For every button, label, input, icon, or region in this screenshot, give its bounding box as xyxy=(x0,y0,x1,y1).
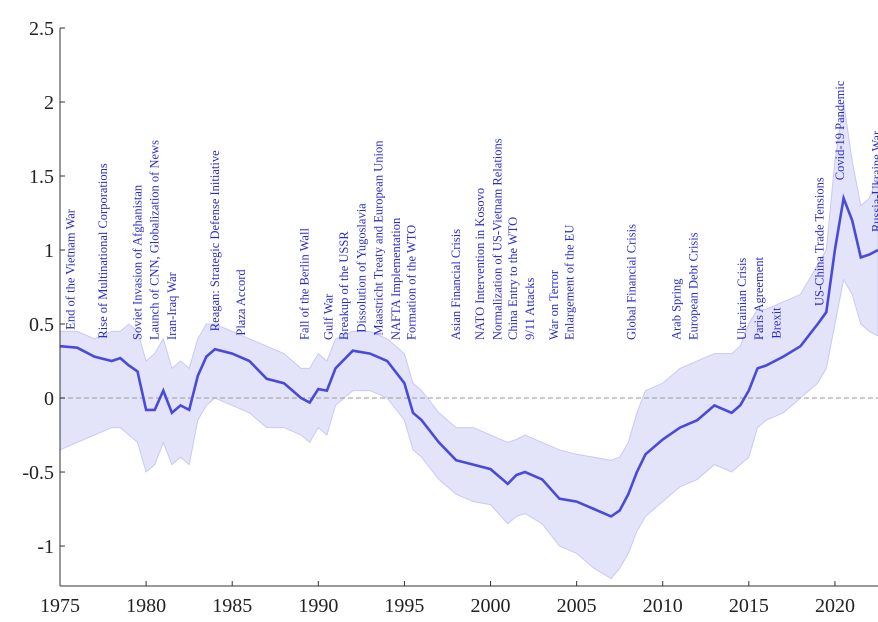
annotation: Maastricht Treaty and European Union xyxy=(372,140,386,336)
annotation: Iran-Iraq War xyxy=(165,271,179,340)
annotation: Gulf War xyxy=(322,293,336,340)
y-tick-label: 2.5 xyxy=(29,18,54,40)
annotation: Plaza Accord xyxy=(234,269,248,336)
annotation: NATO Intervention in Kosovo xyxy=(473,188,487,340)
annotation: China Entry to the WTO xyxy=(506,217,520,340)
x-tick-label: 1995 xyxy=(384,595,424,617)
annotation: NAFTA Implementation xyxy=(389,217,403,340)
series-line xyxy=(60,193,878,518)
x-tick-label: 2005 xyxy=(557,595,597,617)
annotation: Dissolution of Yugoslavia xyxy=(354,203,368,333)
annotation: End of the Vietnam War xyxy=(63,208,77,330)
annotation: Launch of CNN, Globalization of News xyxy=(148,140,162,340)
annotation: European Debt Crisis xyxy=(687,232,701,340)
x-tick-label: 1985 xyxy=(212,595,252,617)
x-tick-label: 2010 xyxy=(643,595,683,617)
annotation: Ukrainian Crisis xyxy=(735,258,749,340)
annotation: Arab Spring xyxy=(670,278,684,340)
annotation: Normalization of US-Vietnam Relations xyxy=(490,138,504,340)
annotation: Enlargement of the EU xyxy=(563,225,577,340)
y-tick-label: 0.5 xyxy=(29,314,54,336)
x-tick-label: 1990 xyxy=(298,595,338,617)
x-tick-label: 1975 xyxy=(40,595,80,617)
annotation: Russia-Ukraine War xyxy=(869,130,878,232)
y-tick-label: 2 xyxy=(44,92,54,114)
annotation: 9/11 Attacks xyxy=(523,277,537,340)
x-tick-label: 2020 xyxy=(815,595,855,617)
annotation: Soviet Invasion of Afghanistan xyxy=(130,184,144,340)
annotation: War on Terror xyxy=(547,269,561,340)
y-tick-label: 1 xyxy=(44,240,54,262)
annotation: Brexit xyxy=(769,307,783,339)
annotation: Breakup of the USSR xyxy=(337,231,351,340)
annotation: Reagan: Strategic Defense Initiative xyxy=(208,150,222,331)
y-tick-label: 1.5 xyxy=(29,166,54,188)
annotation: Global Financial Crisis xyxy=(625,224,639,340)
annotation: Fall of the Berlin Wall xyxy=(298,228,312,340)
axes: -1 -0.5 0 0.5 1 1.5 2 2.5 1975 1980 1985 1990 1995 20… xyxy=(22,18,878,617)
confidence-band xyxy=(60,101,878,580)
annotation: Rise of Multinational Corporations xyxy=(96,163,110,338)
plot-area: End of the Vietnam War Rise of Multinatio… xyxy=(60,80,878,580)
annotation: Covid-19 Pandemic xyxy=(833,80,847,180)
x-tick-label: 2015 xyxy=(729,595,769,617)
y-tick-label: 0 xyxy=(44,388,54,410)
y-tick-label: -0.5 xyxy=(22,462,54,484)
annotation: Formation of the WTO xyxy=(404,225,418,340)
x-tick-label: 1980 xyxy=(126,595,166,617)
annotation: Asian Financial Crisis xyxy=(449,229,463,340)
annotation: US-China Trade Tensions xyxy=(812,177,826,306)
annotation: Paris Agreement xyxy=(752,257,766,340)
y-tick-label: -1 xyxy=(37,536,54,558)
x-tick-label: 2000 xyxy=(471,595,511,617)
